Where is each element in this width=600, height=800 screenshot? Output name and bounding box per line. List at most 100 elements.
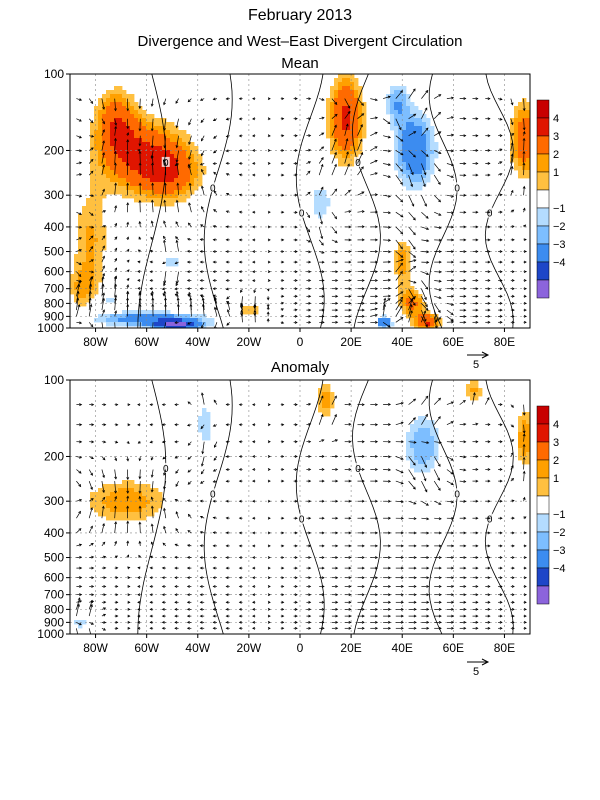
circulation-vector (137, 584, 141, 588)
divergence-cell (114, 322, 119, 327)
divergence-cell (406, 250, 411, 255)
divergence-cell (158, 154, 163, 159)
circulation-vector (472, 566, 479, 570)
circulation-vector (395, 299, 403, 311)
divergence-cell (158, 150, 163, 155)
circulation-vector (408, 239, 416, 250)
circulation-vector (76, 98, 83, 101)
circulation-vector (199, 620, 205, 624)
circulation-vector (459, 584, 467, 588)
divergence-cell (82, 222, 87, 227)
circulation-vector (186, 260, 192, 264)
x-tick-label: 0 (297, 335, 304, 349)
circulation-vector (238, 210, 243, 214)
circulation-vector (433, 111, 442, 119)
circulation-vector (318, 163, 324, 176)
circulation-vector (357, 614, 365, 618)
divergence-cell (422, 162, 427, 167)
circulation-vector (523, 224, 527, 228)
divergence-cell (174, 142, 179, 147)
circulation-vector (188, 182, 192, 196)
circulation-vector (114, 469, 118, 480)
divergence-cell (158, 178, 163, 183)
circulation-vector (186, 593, 192, 597)
circulation-vector (510, 260, 515, 264)
divergence-cell (118, 504, 123, 509)
circulation-vector (306, 314, 312, 318)
divergence-cell (410, 290, 415, 295)
circulation-vector (163, 525, 167, 533)
circulation-vector (383, 584, 392, 588)
circulation-vector (187, 401, 192, 405)
circulation-vector (200, 424, 205, 430)
divergence-cell (150, 174, 155, 179)
divergence-cell (94, 270, 99, 275)
divergence-cell (134, 134, 139, 139)
divergence-cell (342, 158, 347, 163)
divergence-cell (110, 94, 115, 99)
divergence-cell (194, 326, 199, 328)
divergence-cell (162, 170, 167, 175)
divergence-cell (198, 182, 203, 187)
divergence-cell (126, 106, 131, 111)
circulation-vector (408, 310, 413, 323)
divergence-cell (410, 460, 415, 465)
divergence-cell (402, 90, 407, 95)
divergence-cell (402, 298, 407, 303)
divergence-cell (410, 118, 415, 123)
circulation-vector (498, 600, 503, 604)
circulation-vector (498, 117, 503, 121)
divergence-cell (134, 158, 139, 163)
divergence-cell (326, 384, 331, 389)
circulation-vector (89, 566, 95, 570)
divergence-cell (414, 162, 419, 167)
circulation-vector (212, 626, 217, 630)
zero-contour-line (203, 74, 233, 328)
divergence-cell (78, 254, 83, 259)
circulation-vector (357, 479, 365, 483)
divergence-cell (210, 322, 215, 327)
circulation-vector (174, 455, 179, 459)
divergence-cell (86, 282, 91, 287)
circulation-vector (101, 98, 106, 110)
divergence-cell (358, 126, 363, 131)
y-tick-label: 600 (44, 265, 64, 279)
circulation-vector (293, 260, 298, 264)
circulation-vector (485, 210, 491, 214)
circulation-vector (370, 566, 379, 570)
circulation-vector (434, 531, 442, 535)
circulation-vector (472, 440, 479, 444)
circulation-vector (357, 294, 365, 298)
divergence-cell (326, 396, 331, 401)
divergence-cell (170, 138, 175, 143)
circulation-vector (188, 135, 192, 146)
circulation-vector (446, 225, 455, 229)
divergence-cell (178, 150, 183, 155)
circulation-vector (510, 118, 514, 126)
divergence-cell (102, 230, 107, 235)
divergence-cell (346, 86, 351, 91)
circulation-vector (434, 440, 442, 444)
divergence-cell (130, 110, 135, 115)
divergence-cell (430, 162, 435, 167)
circulation-vector (238, 260, 243, 264)
circulation-vector (163, 469, 167, 476)
circulation-vector (88, 297, 92, 311)
circulation-vector (266, 306, 270, 311)
divergence-cell (402, 106, 407, 111)
circulation-vector (459, 238, 467, 242)
divergence-cell (414, 186, 419, 191)
divergence-cell (182, 186, 187, 191)
divergence-cell (114, 166, 119, 171)
circulation-vector (472, 620, 479, 624)
circulation-vector (485, 614, 491, 618)
circulation-vector (383, 440, 392, 444)
divergence-cell (342, 94, 347, 99)
colorbar-label: 3 (553, 437, 559, 449)
circulation-vector (408, 620, 417, 624)
divergence-cell (162, 318, 167, 323)
divergence-cell (130, 508, 135, 513)
circulation-vector (485, 440, 491, 444)
divergence-cell (402, 250, 407, 255)
divergence-cell (130, 134, 135, 139)
